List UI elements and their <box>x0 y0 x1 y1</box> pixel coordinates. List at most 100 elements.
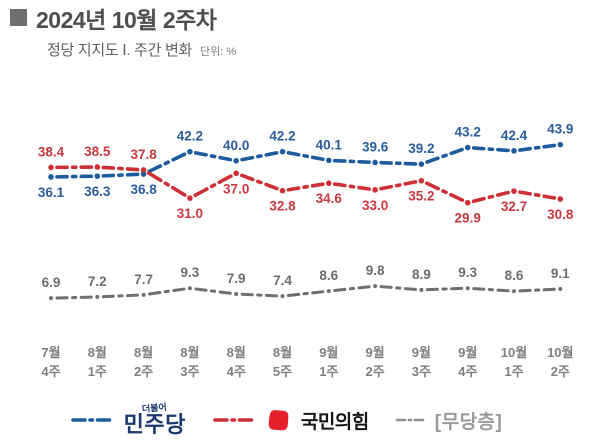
data-point-무당층-11 <box>557 285 564 293</box>
line-segment-무당층-6 <box>327 284 377 293</box>
data-point-무당층-10 <box>510 287 518 295</box>
data-point-민주당-7 <box>372 159 378 166</box>
line-segment-무당층-4 <box>234 292 284 298</box>
data-point-국민의힘-11 <box>557 196 564 202</box>
data-point-무당층-6 <box>325 287 332 295</box>
line-segment-국민의힘-1 <box>95 165 146 172</box>
x-axis-label-4: 8월 4주 <box>227 345 246 379</box>
value-label-민주당-1: 36.3 <box>84 184 111 199</box>
value-label-민주당-11: 43.9 <box>547 122 573 137</box>
value-label-민주당-5: 42.2 <box>269 129 295 144</box>
value-label-국민의힘-7: 33.0 <box>362 198 388 213</box>
data-point-국민의힘-8 <box>418 177 425 184</box>
value-label-무당층-5: 7.4 <box>273 273 292 288</box>
x-axis-label-6: 9월 1주 <box>319 345 338 379</box>
line-segment-국민의힘-10 <box>512 189 563 201</box>
line-segment-민주당-1 <box>95 172 146 178</box>
ppp-symbol-icon <box>268 409 289 430</box>
line-segment-국민의힘-3 <box>188 171 238 200</box>
line-segment-민주당-10 <box>512 142 563 153</box>
ppp-logo-main-text: 국민의힘 <box>300 411 369 433</box>
data-point-민주당-9 <box>464 144 471 151</box>
data-point-민주당-3 <box>187 148 193 155</box>
data-point-무당층-3 <box>186 285 194 292</box>
value-label-국민의힘-0: 38.4 <box>38 144 65 159</box>
line-segment-무당층-8 <box>419 286 470 292</box>
line-segment-무당층-9 <box>466 286 516 293</box>
data-point-국민의힘-7 <box>372 187 378 193</box>
data-point-국민의힘-10 <box>511 188 517 194</box>
value-label-민주당-3: 42.2 <box>177 129 203 144</box>
line-segment-국민의힘-4 <box>234 171 285 193</box>
x-axis-label-3: 8월 3주 <box>180 345 199 379</box>
value-label-국민의힘-2: 37.8 <box>130 147 157 162</box>
data-point-무당층-9 <box>464 285 471 292</box>
value-label-민주당-4: 40.0 <box>223 138 249 153</box>
line-segment-민주당-6 <box>326 158 377 165</box>
data-point-민주당-8 <box>418 161 425 167</box>
x-axis-label-1: 8월 1주 <box>88 345 107 379</box>
value-label-무당층-7: 9.8 <box>366 263 385 278</box>
data-point-민주당-6 <box>326 157 332 164</box>
value-label-국민의힘-11: 30.8 <box>547 207 574 222</box>
line-segment-국민의힘-5 <box>280 181 331 193</box>
data-point-민주당-1 <box>94 173 101 179</box>
line-segment-민주당-4 <box>234 149 285 163</box>
line-segment-무당층-3 <box>188 286 238 296</box>
legend-item-independents: [무당층] <box>395 407 503 434</box>
value-label-민주당-8: 39.2 <box>408 141 434 156</box>
line-segment-국민의힘-7 <box>373 178 424 192</box>
unit-label: 단위: % <box>199 46 237 58</box>
line-segment-무당층-10 <box>512 287 562 293</box>
line-segment-무당층-1 <box>95 293 146 299</box>
line-segment-민주당-0 <box>49 174 100 179</box>
value-label-국민의힘-9: 29.9 <box>455 211 481 226</box>
value-label-민주당-6: 40.1 <box>316 137 343 152</box>
x-axis-label-5: 8월 5주 <box>273 345 292 379</box>
value-label-국민의힘-8: 35.2 <box>408 189 434 204</box>
data-point-민주당-0 <box>48 174 54 180</box>
line-segment-무당층-5 <box>281 289 331 298</box>
legend-item-minjoo: 더불어 민주당 <box>70 402 186 436</box>
data-point-국민의힘-1 <box>94 164 101 170</box>
chart-subtitle: 정당 지지도 Ⅰ. 주간 변화 <box>47 42 192 59</box>
value-label-국민의힘-1: 38.5 <box>84 144 111 159</box>
data-point-국민의힘-6 <box>326 180 332 187</box>
data-point-무당층-4 <box>232 290 240 298</box>
independents-legend-dashline <box>395 418 425 422</box>
x-axis-label-0: 7월 4주 <box>41 345 60 379</box>
line-segment-민주당-2 <box>141 149 192 176</box>
legend-item-ppp: 국민의힘 <box>212 407 369 434</box>
value-label-무당층-11: 9.1 <box>551 266 570 281</box>
data-point-민주당-4 <box>233 158 239 164</box>
minjoo-party-logo: 더불어 민주당 <box>124 402 186 436</box>
value-label-민주당-2: 36.8 <box>130 182 157 197</box>
line-segment-무당층-7 <box>373 284 423 292</box>
value-label-무당층-4: 7.9 <box>227 271 246 286</box>
independents-legend-label: [무당층] <box>434 411 503 433</box>
page-title: 2024년 10월 2주차 <box>36 7 217 33</box>
line-segment-민주당-5 <box>280 149 331 163</box>
data-point-국민의힘-9 <box>464 199 471 206</box>
x-axis-label-2: 8월 2주 <box>134 345 153 379</box>
value-label-민주당-7: 39.6 <box>362 139 389 154</box>
line-segment-국민의힘-2 <box>141 168 192 200</box>
data-point-민주당-5 <box>279 148 286 155</box>
line-segment-무당층-2 <box>142 286 192 297</box>
value-label-무당층-6: 8.6 <box>319 268 338 283</box>
line-segment-민주당-9 <box>465 145 516 153</box>
x-axis-label-9: 9월 4주 <box>458 345 477 379</box>
data-point-국민의힘-3 <box>187 195 193 201</box>
data-point-무당층-1 <box>94 293 101 301</box>
value-label-국민의힘-4: 37.0 <box>223 181 249 196</box>
subtitle-row: 정당 지지도 Ⅰ. 주간 변화 단위: % <box>47 39 236 60</box>
ppp-legend-dashline <box>213 418 255 422</box>
value-label-무당층-2: 7.7 <box>134 272 153 287</box>
value-label-국민의힘-5: 32.8 <box>269 199 296 214</box>
minjoo-legend-dashline <box>70 418 113 422</box>
data-point-국민의힘-4 <box>233 170 239 177</box>
x-axis-label-7: 9월 2주 <box>365 345 384 379</box>
title-bullet-square <box>10 9 27 26</box>
value-label-무당층-8: 8.9 <box>412 267 431 282</box>
